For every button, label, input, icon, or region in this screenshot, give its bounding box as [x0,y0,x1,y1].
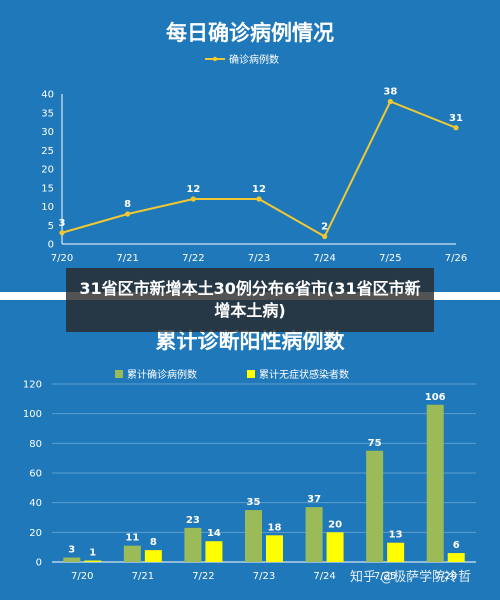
data-label: 8 [124,199,131,210]
daily-cases-chart-panel: 每日确诊病例情况确诊病例数 0 5 10 15 20 25 30 35 40 7/20 7/21 7/2… [0,0,500,292]
legend-swatch-confirmed [115,370,123,378]
legend-swatch-asymptomatic [247,370,255,378]
y-tick-label: 20 [41,165,54,176]
series-line-confirmed [61,100,457,238]
data-point [256,196,262,202]
data-label-asymptomatic: 6 [453,540,460,551]
bar-asymptomatic [326,532,344,562]
legend-label-asymptomatic: 累计无症状感染者数 [259,368,349,381]
data-label-confirmed: 37 [307,494,321,505]
cumulative-cases-chart-panel: 累计诊断阳性病例数 累计确诊病例数 累计无症状感染者数 0 20 40 60 80 100 120… [0,300,500,600]
x-tick-label: 7/21 [132,571,154,582]
x-tick-label: 7/26 [445,253,467,264]
data-label-asymptomatic: 13 [389,530,403,541]
data-label: 2 [321,222,328,233]
watermark: 知乎 @极萨学院冷哲 [350,570,472,585]
x-tick-label: 7/23 [248,253,270,264]
y-tick-label: 20 [29,528,42,539]
bar-confirmed [426,404,444,562]
data-point [322,233,328,240]
legend-marker [212,56,218,62]
data-point [387,98,393,105]
bar-asymptomatic [447,553,465,562]
data-point [453,125,459,131]
bar-asymptomatic [84,560,102,562]
x-tick-label: 7/26 [434,571,456,582]
legend-label: 确诊病例数 [229,53,279,66]
data-label: 3 [59,218,66,229]
y-tick-label: 120 [23,380,42,391]
y-tick-label: 5 [48,221,54,232]
y-tick-label: 60 [29,469,42,480]
data-label-confirmed: 11 [125,533,139,544]
data-label: 38 [383,87,397,98]
data-label: 12 [252,184,266,195]
chart-title: 累计诊断阳性病例数 [156,329,346,353]
bar-asymptomatic [387,542,405,562]
data-label-confirmed: 106 [425,392,446,403]
x-tick-label: 7/21 [116,253,138,264]
data-point [125,211,131,217]
x-tick-label: 7/24 [313,571,335,582]
y-tick-label: 40 [29,498,42,509]
x-tick-label: 7/20 [51,253,73,264]
y-tick-label: 100 [23,409,42,420]
x-tick-label: 7/25 [374,571,396,582]
y-tick-label: 15 [41,183,54,194]
data-label-confirmed: 23 [186,515,200,526]
data-label-asymptomatic: 20 [328,519,342,530]
x-tick-label: 7/22 [192,571,214,582]
bar-asymptomatic [205,541,223,562]
data-label-asymptomatic: 18 [268,522,282,533]
x-tick-label: 7/23 [253,571,275,582]
data-label-asymptomatic: 14 [207,528,221,539]
y-tick-label: 0 [36,558,42,569]
y-tick-label: 40 [41,90,54,101]
y-tick-label: 25 [41,146,54,157]
data-label-asymptomatic: 8 [150,537,157,548]
data-label-confirmed: 75 [368,438,382,449]
x-tick-label: 7/24 [313,253,335,264]
data-point [190,196,196,202]
x-tick-label: 7/20 [71,571,93,582]
y-tick-label: 30 [41,127,54,138]
caption-overlay: 31省区市新增本土30例分布6省市(31省区市新增本土病) [66,268,434,332]
y-tick-label: 35 [41,108,54,119]
bar-asymptomatic [266,535,283,562]
bar-confirmed [123,545,141,562]
x-tick-label: 7/22 [182,253,204,264]
legend-label-confirmed: 累计确诊病例数 [127,368,197,381]
bar-confirmed [245,510,262,562]
data-label-asymptomatic: 1 [89,548,96,559]
data-label: 12 [186,184,200,195]
data-point [59,230,65,236]
y-tick-label: 0 [48,240,54,251]
bar-confirmed [184,527,202,562]
bar-confirmed [366,450,384,562]
y-tick-label: 80 [29,439,42,450]
bar-confirmed [305,507,323,562]
x-tick-label: 7/25 [379,253,401,264]
data-label-confirmed: 3 [68,545,75,556]
data-label: 31 [449,113,463,124]
bar-confirmed [63,557,81,562]
chart-title: 每日确诊病例情况 [166,21,334,45]
bar-asymptomatic [144,550,162,562]
data-label-confirmed: 35 [247,497,261,508]
y-tick-label: 10 [41,202,54,213]
